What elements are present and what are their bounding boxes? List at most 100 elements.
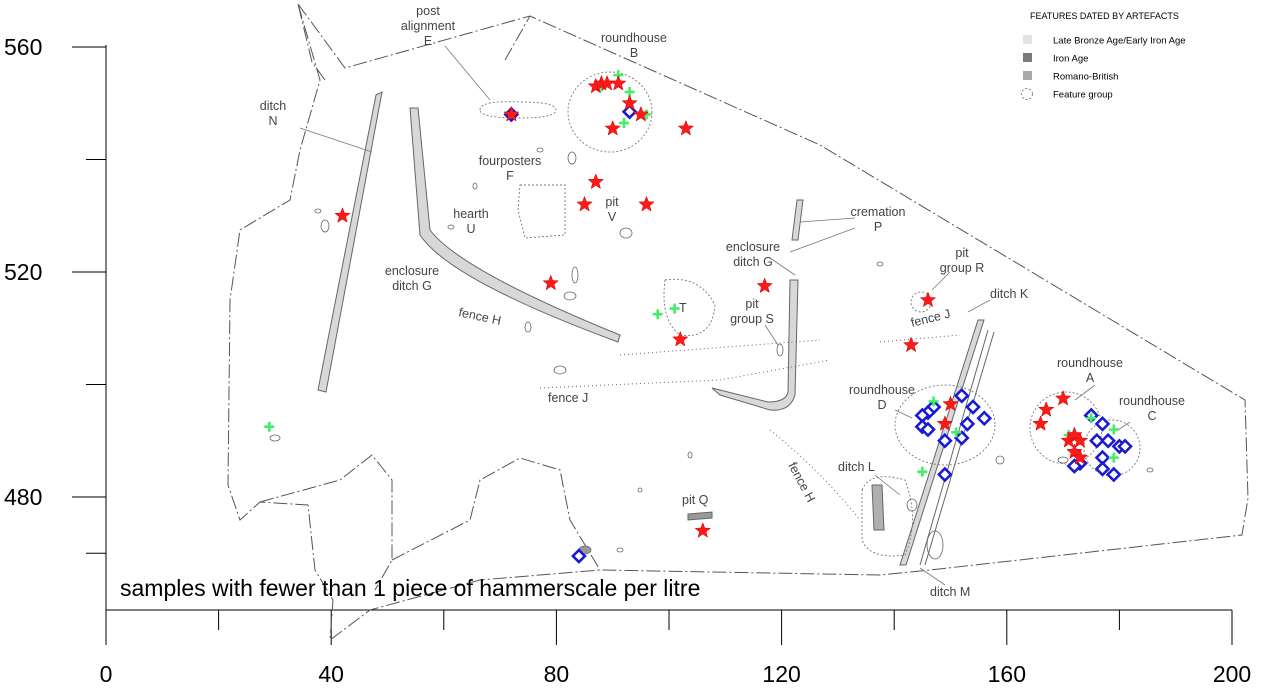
legend: FEATURES DATED BY ARTEFACTS Late Bronze … bbox=[1021, 11, 1186, 101]
legend-swatch bbox=[1023, 71, 1032, 80]
roundhouse-b-outline bbox=[567, 71, 653, 153]
blue-diamond-marker bbox=[1089, 432, 1105, 449]
label-hearth-u-1: hearth bbox=[453, 207, 488, 221]
red-star-marker bbox=[621, 94, 638, 111]
red-star-marker bbox=[587, 173, 605, 190]
label-ditch-l: ditch L bbox=[838, 460, 875, 474]
red-star-marker bbox=[756, 277, 773, 294]
boundary-spur bbox=[504, 15, 531, 61]
x-axis: 0 40 80 120 160 200 bbox=[100, 609, 1251, 687]
label-roundhouse-c-2: C bbox=[1147, 409, 1156, 423]
blue-diamond-marker bbox=[937, 432, 953, 449]
green-cross-marker bbox=[669, 303, 680, 314]
legend-label: Romano-British bbox=[1053, 72, 1118, 83]
leader-lines bbox=[299, 45, 1131, 586]
label-ditch-m: ditch M bbox=[930, 585, 970, 599]
label-fence-h-left: fence H bbox=[457, 305, 502, 328]
label-pit-v-2: V bbox=[608, 210, 617, 224]
blue-diamond-marker bbox=[965, 399, 981, 415]
post-alignment-e-outline bbox=[479, 101, 557, 119]
red-star-marker bbox=[1071, 432, 1089, 448]
legend-label: Late Bronze Age/Early Iron Age bbox=[1053, 36, 1186, 47]
blue-diamond-marker bbox=[976, 410, 993, 427]
x-tick-label: 0 bbox=[100, 661, 113, 687]
label-roundhouse-a-1: roundhouse bbox=[1057, 356, 1123, 370]
blue-diamond-marker bbox=[937, 466, 953, 483]
label-cremation-p-2: P bbox=[874, 220, 882, 234]
red-star-marker bbox=[936, 415, 954, 431]
label-ditch-n-2: N bbox=[268, 114, 277, 128]
label-pit-q: pit Q bbox=[682, 493, 709, 507]
ditch-m-line bbox=[919, 329, 995, 566]
label-enclosure-g-left-1: enclosure bbox=[385, 264, 439, 278]
label-fence-j-lower: fence J bbox=[548, 391, 588, 405]
label-ditch-n-1: ditch bbox=[260, 99, 286, 113]
green-cross-marker bbox=[1108, 424, 1119, 435]
green-cross-marker bbox=[1086, 413, 1097, 424]
blue-diamond-marker bbox=[953, 430, 970, 446]
excavation-boundary bbox=[227, 3, 1249, 642]
label-roundhouse-b-1: roundhouse bbox=[601, 31, 667, 45]
red-star-marker bbox=[902, 336, 920, 353]
legend-title: FEATURES DATED BY ARTEFACTS bbox=[1030, 11, 1179, 21]
red-star-marker bbox=[334, 207, 351, 223]
boundary-lower-left bbox=[259, 454, 393, 591]
cremation-p-feature bbox=[791, 199, 804, 241]
blue-diamond-marker bbox=[953, 387, 970, 404]
label-post-alignment-1: post bbox=[416, 4, 440, 18]
ditch-n-line bbox=[317, 91, 383, 393]
label-pit-v-1: pit bbox=[605, 195, 619, 209]
red-star-marker bbox=[694, 522, 712, 538]
label-pit-group-r-2: group R bbox=[940, 261, 984, 275]
x-tick-label: 120 bbox=[762, 661, 800, 687]
sample-markers bbox=[264, 70, 1133, 564]
fence-j-line bbox=[539, 334, 961, 389]
label-pit-group-r-1: pit bbox=[955, 246, 969, 260]
x-tick-label: 160 bbox=[988, 661, 1026, 687]
red-star-marker bbox=[638, 195, 655, 212]
ditch-l-feature bbox=[871, 484, 885, 531]
blue-diamond-marker bbox=[1105, 466, 1122, 483]
label-fence-h-right: fence H bbox=[785, 460, 818, 505]
green-cross-marker bbox=[1108, 452, 1119, 463]
label-fourposters-2: F bbox=[506, 169, 514, 183]
green-cross-marker bbox=[652, 309, 663, 320]
red-star-marker bbox=[1037, 401, 1055, 417]
label-enclosure-g-left-2: ditch G bbox=[392, 279, 432, 293]
red-star-marker bbox=[632, 105, 650, 122]
red-star-marker bbox=[503, 105, 520, 122]
enclosure-ditch-g-right-line bbox=[711, 279, 799, 411]
fence-h-line bbox=[619, 339, 861, 521]
red-star-marker bbox=[542, 274, 560, 291]
legend-swatch bbox=[1021, 88, 1033, 100]
enclosure-ditch-g-left-line bbox=[409, 107, 621, 343]
x-tick-label: 200 bbox=[1213, 661, 1251, 687]
roundhouse-c-outline bbox=[1083, 419, 1141, 477]
legend-swatch bbox=[1023, 53, 1032, 62]
red-star-marker bbox=[1054, 389, 1072, 406]
red-star-marker bbox=[677, 119, 695, 136]
legend-swatch bbox=[1023, 35, 1032, 44]
blue-diamond-marker bbox=[1066, 458, 1083, 474]
blue-diamond-marker bbox=[920, 421, 936, 438]
legend-label: Feature group bbox=[1053, 90, 1113, 101]
ditch-l-outline bbox=[861, 476, 913, 557]
red-star-marker bbox=[576, 195, 593, 212]
green-cross-marker bbox=[917, 466, 928, 477]
blue-diamond-marker bbox=[571, 548, 587, 564]
red-star-marker bbox=[942, 395, 959, 412]
label-roundhouse-d-2: D bbox=[877, 398, 886, 412]
legend-label: Iron Age bbox=[1053, 54, 1088, 65]
caption: samples with fewer than 1 piece of hamme… bbox=[120, 575, 700, 601]
green-cross-marker bbox=[264, 421, 275, 432]
red-star-marker bbox=[610, 74, 627, 91]
blue-diamond-marker bbox=[1094, 416, 1111, 432]
red-star-marker bbox=[919, 291, 937, 308]
label-enclosure-g-right-2: ditch G bbox=[733, 255, 773, 269]
red-star-marker bbox=[1032, 415, 1049, 431]
pit-group-s-outline bbox=[663, 278, 716, 337]
label-fourposters-1: fourposters bbox=[479, 154, 542, 168]
roundhouse-d-outline bbox=[894, 384, 996, 466]
boundary-inner-line bbox=[297, 3, 326, 81]
feature-labels: post alignment E roundhouse B ditch N fo… bbox=[260, 4, 1185, 599]
